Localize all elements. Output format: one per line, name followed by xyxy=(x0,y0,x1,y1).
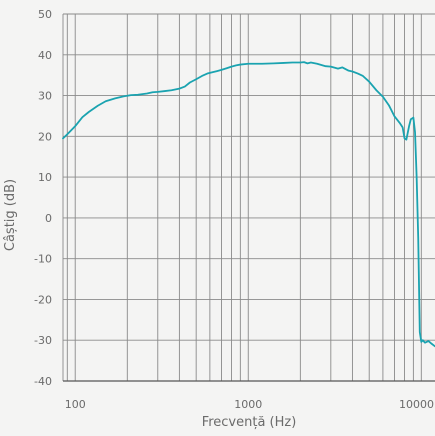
y-tick-label: -40 xyxy=(34,375,52,388)
series-line-0 xyxy=(62,61,435,348)
series-layer xyxy=(62,61,435,348)
y-tick-label: 50 xyxy=(38,8,52,21)
grid xyxy=(62,13,435,382)
x-tick-labels: 100 1000 10000 xyxy=(65,398,434,411)
y-tick-labels: 50 40 30 20 10 0 -10 -20 -30 -40 xyxy=(34,8,52,388)
y-axis-label: Câștig (dB) xyxy=(3,179,18,251)
y-tick-label: 40 xyxy=(38,49,52,62)
y-tick-label: 30 xyxy=(38,90,52,103)
x-tick-label: 1000 xyxy=(234,398,262,411)
y-tick-label: -10 xyxy=(34,253,52,266)
x-tick-label: 100 xyxy=(65,398,86,411)
y-tick-label: 10 xyxy=(38,171,52,184)
x-tick-label: 10000 xyxy=(399,398,434,411)
y-tick-label: 0 xyxy=(45,212,52,225)
x-axis-label: Frecvență (Hz) xyxy=(202,415,297,430)
y-tick-label: -30 xyxy=(34,334,52,347)
y-tick-label: -20 xyxy=(34,293,52,306)
y-tick-label: 20 xyxy=(38,130,52,143)
